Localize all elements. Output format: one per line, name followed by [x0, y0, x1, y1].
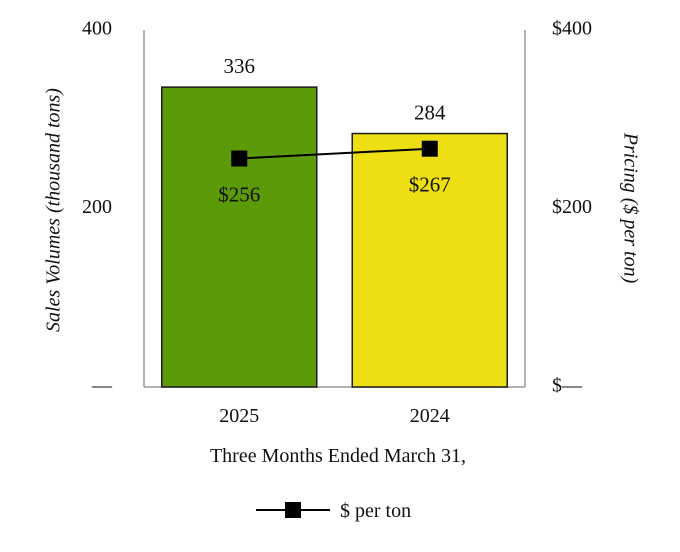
right-tick-label: $400 — [552, 18, 592, 40]
left-axis-title: Sales Volumes (thousand tons) — [43, 88, 65, 332]
legend-square-marker — [285, 502, 301, 518]
bar-value-label: 336 — [224, 54, 256, 78]
x-axis-title: Three Months Ended March 31, — [210, 445, 466, 467]
right-axis-title: Pricing ($ per ton) — [619, 132, 641, 284]
legend-entry-price: $ per ton — [340, 500, 411, 522]
price-value-label: $267 — [409, 173, 451, 197]
price-marker-2025 — [231, 150, 248, 167]
category-label-2024: 2024 — [410, 405, 450, 427]
category-labels: 2025 2024 — [219, 405, 450, 427]
right-axis-ticks: $— $200 $400 — [552, 18, 592, 397]
legend: $ per ton — [256, 500, 411, 522]
bar-value-label: 284 — [414, 101, 446, 125]
left-tick-label: 200 — [82, 196, 112, 218]
price-value-label: $256 — [218, 183, 260, 207]
bars — [161, 86, 508, 388]
bar-2024 — [351, 132, 508, 388]
price-line-layer: $256 $267 — [218, 140, 451, 207]
right-tick-label: $— — [552, 375, 583, 397]
bar-value-labels: 336 284 — [224, 54, 447, 124]
left-axis-ticks: — 200 400 — [82, 18, 113, 397]
right-tick-label: $200 — [552, 196, 592, 218]
left-tick-label: — — [91, 375, 113, 397]
price-marker-2024 — [421, 140, 438, 157]
price-line — [239, 147, 430, 160]
category-label-2025: 2025 — [219, 405, 259, 427]
bar-2025 — [161, 86, 318, 388]
left-tick-label: 400 — [82, 18, 112, 40]
